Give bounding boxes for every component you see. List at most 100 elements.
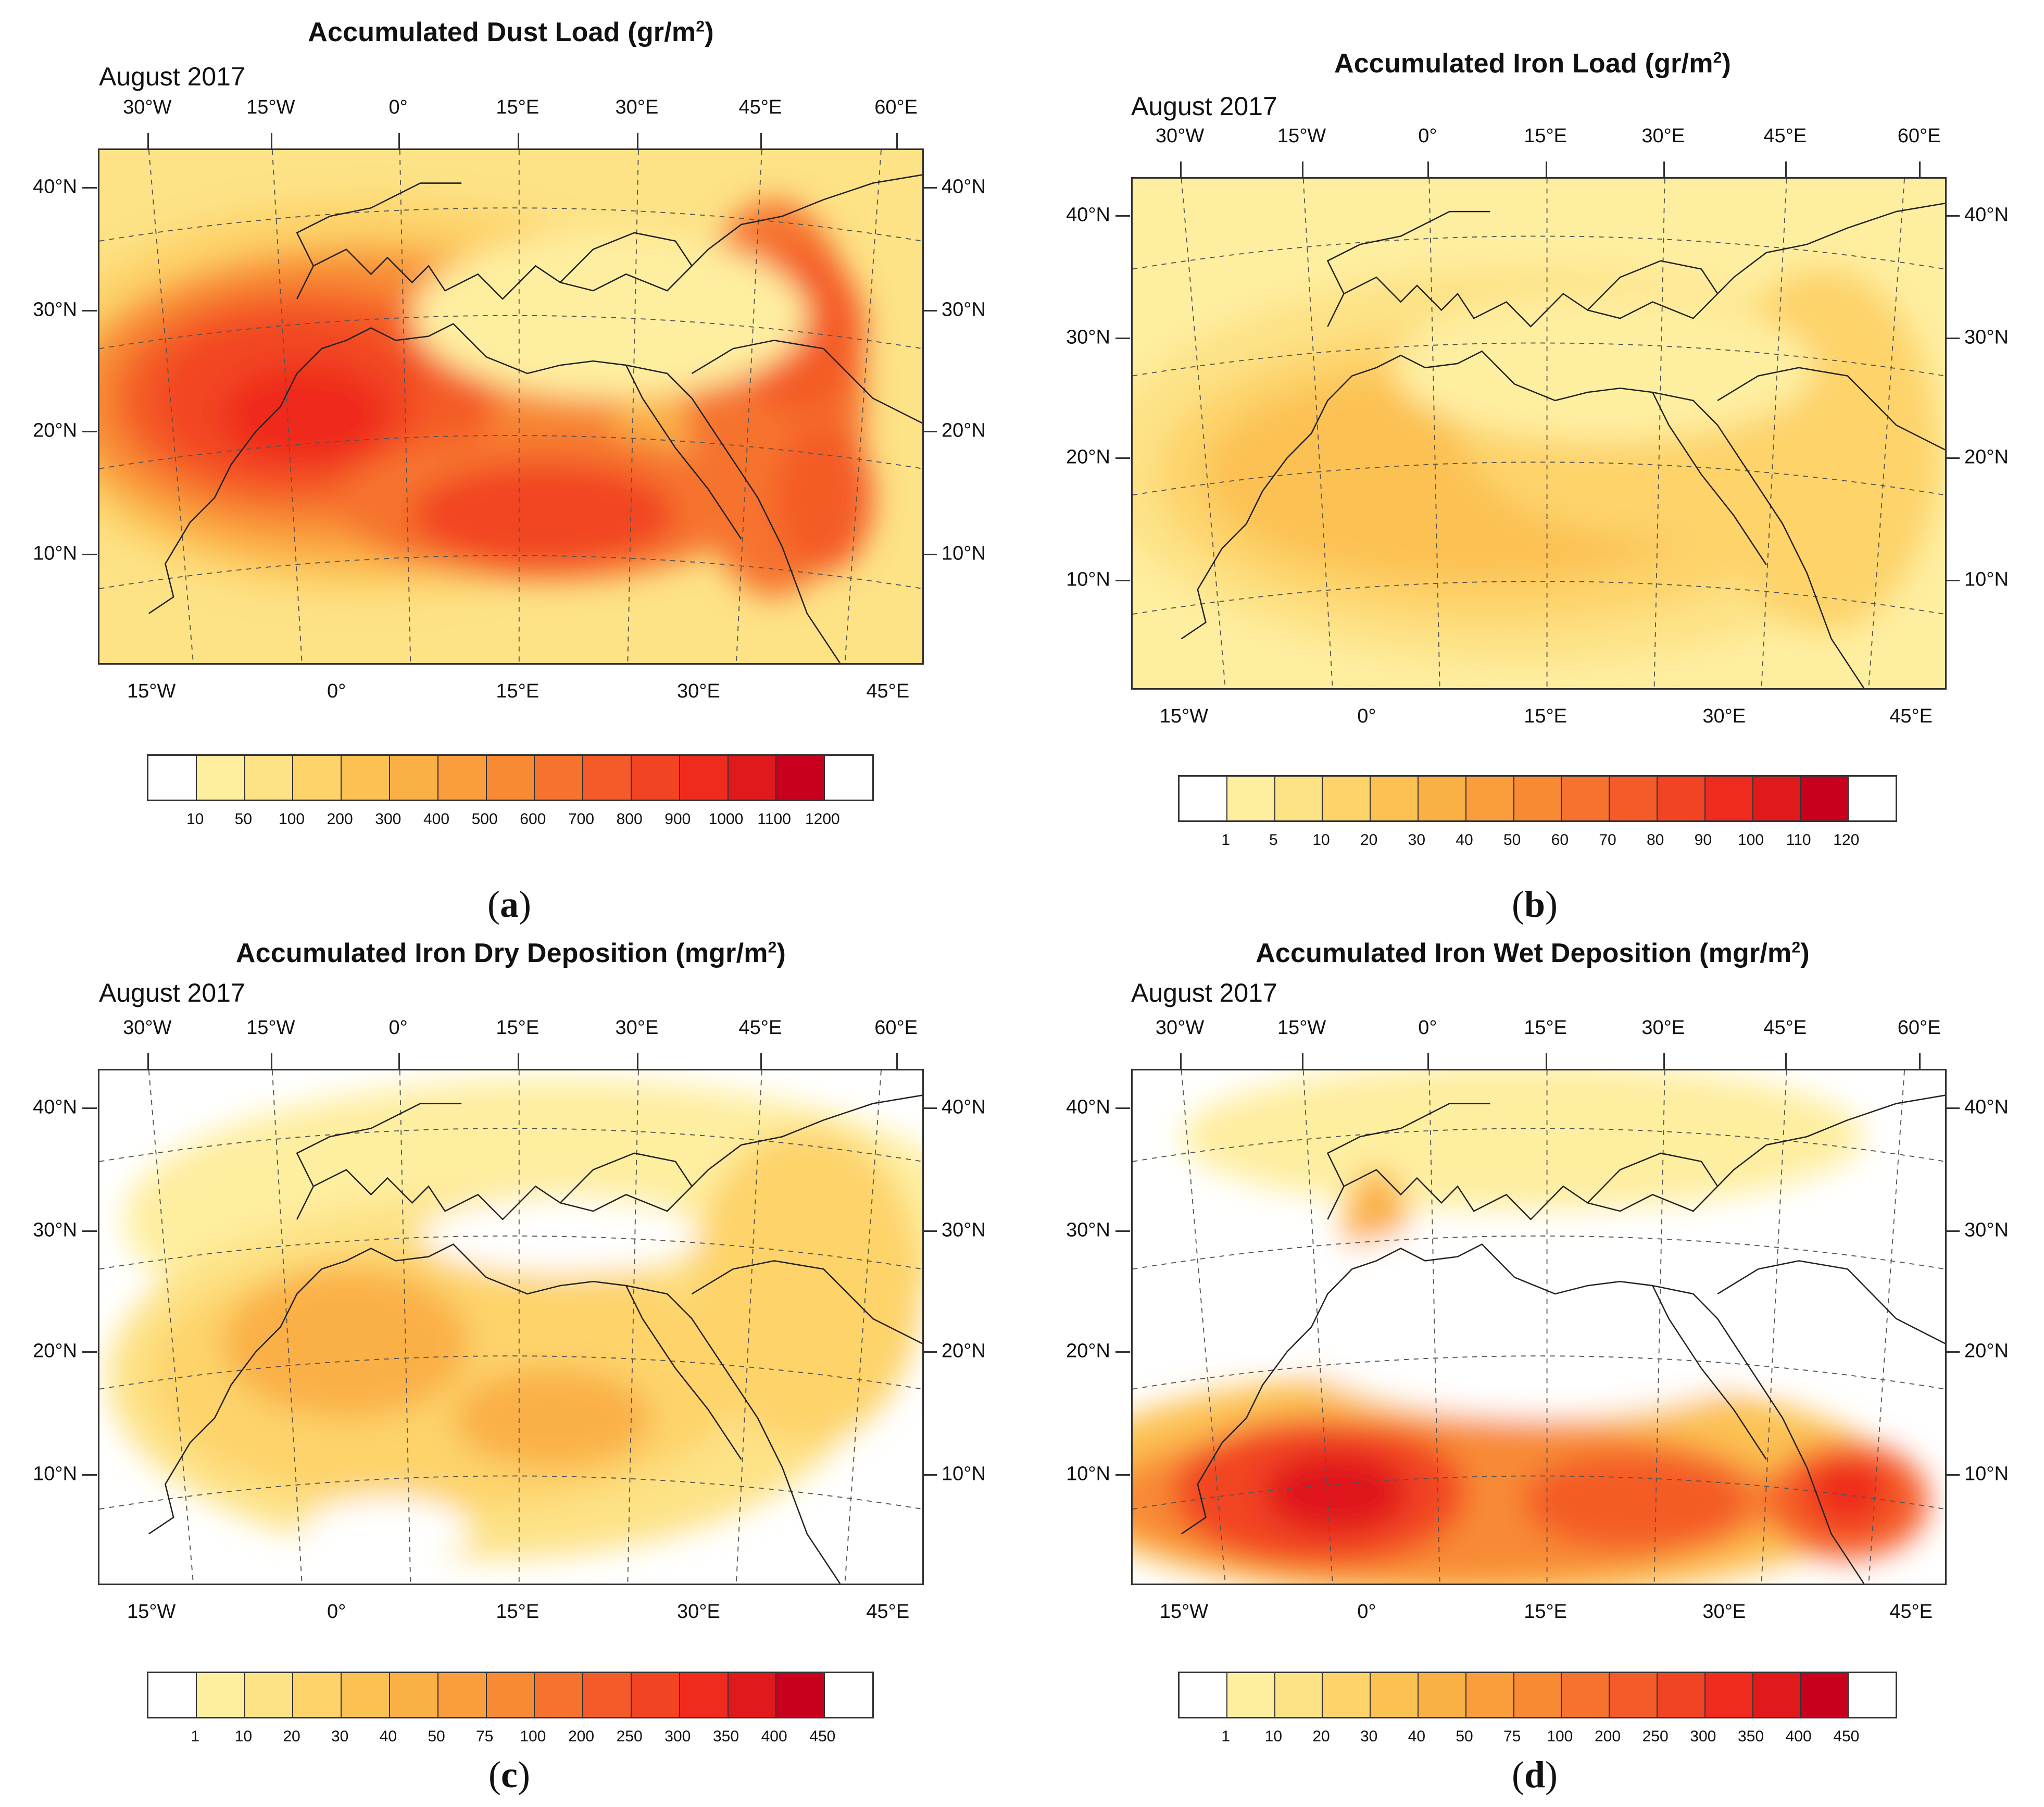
tick-mark [1945, 579, 1960, 581]
left-lat-tick-label: 40°N [1066, 1096, 1110, 1118]
left-lat-tick-label: 10°N [33, 1463, 77, 1485]
top-lon-tick-label: 30°W [123, 96, 172, 118]
tick-mark [147, 1053, 149, 1069]
top-lon-tick-label: 15°E [496, 96, 540, 118]
panel-subtitle: August 2017 [1131, 92, 1277, 121]
left-lat-tick-label: 10°N [1066, 1463, 1110, 1485]
graticule-meridian [1653, 179, 1665, 688]
top-lon-tick-label: 60°E [874, 96, 918, 118]
bottom-lon-tick-label: 30°E [676, 1601, 720, 1623]
tick-mark [147, 133, 149, 148]
colorbar-swatch [438, 756, 487, 800]
coastline [296, 1103, 462, 1187]
right-lat-tick-label: 20°N [1964, 446, 2009, 468]
colorbar-swatch [1180, 1673, 1227, 1717]
map-frame [98, 148, 924, 665]
field-contour [1807, 1459, 1888, 1526]
colorbar-swatch [196, 756, 245, 800]
tick-mark [270, 1053, 272, 1069]
tick-mark [517, 1053, 519, 1069]
bottom-lon-tick-label: 45°E [866, 680, 910, 702]
graticule-meridian [1761, 179, 1787, 688]
panel-label: (a) [487, 883, 531, 925]
colorbar-level-label: 1 [1221, 831, 1230, 849]
graticule-parallel [99, 207, 922, 242]
tick-mark [82, 1107, 97, 1109]
top-lon-tick-label: 15°W [1277, 125, 1326, 147]
tick-mark [82, 310, 97, 312]
right-lat-tick-label: 20°N [1964, 1340, 2009, 1362]
coastline [148, 1243, 841, 1584]
coastline [296, 1094, 922, 1220]
colorbar-swatch [1275, 1673, 1323, 1717]
colorbar-swatch [776, 756, 825, 800]
graticule-meridian [844, 150, 882, 663]
field-contour [305, 1497, 470, 1563]
right-lat-tick-label: 30°N [942, 298, 986, 321]
colorbar-level-label: 20 [1312, 1728, 1330, 1745]
graticule-meridian [399, 1070, 411, 1584]
top-lon-tick-label: 15°E [1524, 125, 1567, 147]
panel-label: (c) [488, 1754, 530, 1796]
tick-mark [517, 133, 519, 148]
tick-mark [1663, 1053, 1665, 1069]
field-contour [1271, 1219, 1807, 1418]
tick-mark [1919, 161, 1921, 177]
left-lat-tick-label: 40°N [33, 176, 77, 198]
coastline [1587, 260, 1719, 311]
graticule-meridian [148, 1070, 194, 1584]
colorbar-level-label: 40 [1456, 831, 1473, 849]
bottom-lon-tick-label: 45°E [1889, 705, 1933, 727]
colorbar-level-label: 300 [375, 811, 402, 828]
tick-mark [636, 133, 638, 148]
left-lat-tick-label: 20°N [33, 1340, 77, 1362]
colorbar-swatch [1801, 1673, 1849, 1717]
top-lon-tick-label: 15°W [1277, 1017, 1326, 1039]
map-frame [1131, 1069, 1947, 1585]
colorbar-level-label: 1200 [805, 811, 840, 828]
graticule-parallel [99, 1235, 922, 1270]
coastline [148, 323, 841, 663]
right-lat-tick-label: 30°N [1964, 326, 2009, 348]
colorbar-level-label: 110 [1786, 831, 1811, 849]
graticule-parallel [1133, 1128, 1945, 1162]
coastline [691, 340, 922, 424]
tick-mark [1945, 1474, 1960, 1476]
panel-title: Accumulated Iron Wet Deposition (mgr/m2) [1256, 938, 1810, 968]
colorbar-swatch [535, 756, 584, 800]
colorbar-swatch [148, 1673, 197, 1717]
graticule-parallel [1133, 1355, 1945, 1390]
colorbar-level-label: 40 [1408, 1728, 1426, 1745]
colorbar-swatch [1657, 1673, 1706, 1717]
colorbar-swatch [486, 1673, 535, 1717]
panel-label: (d) [1511, 1754, 1558, 1796]
colorbar-level-label: 600 [520, 811, 546, 828]
colorbar-level-label: 1000 [708, 811, 744, 828]
field-contour [453, 1368, 651, 1468]
colorbar-swatch [1657, 777, 1706, 820]
field-contour [692, 1128, 922, 1443]
right-lat-tick-label: 10°N [1964, 1463, 2009, 1485]
graticule-meridian [1653, 1070, 1665, 1584]
field-contour [774, 423, 873, 572]
graticule-parallel [1133, 1235, 1945, 1270]
tick-mark [1545, 161, 1547, 177]
colorbar-level-label: 400 [423, 811, 450, 828]
graticule-meridian [1302, 179, 1333, 688]
graticule-parallel [99, 1128, 922, 1162]
right-lat-tick-label: 40°N [1964, 204, 2009, 226]
bottom-lon-tick-label: 0° [1357, 1601, 1376, 1623]
right-lat-tick-label: 10°N [942, 542, 986, 565]
field-contour [1522, 1451, 1750, 1551]
colorbar-level-label: 5 [1269, 831, 1278, 849]
tick-mark [1427, 1053, 1429, 1069]
tick-mark [922, 1474, 937, 1476]
colorbar-swatch [245, 756, 294, 800]
top-lon-tick-label: 15°W [246, 96, 295, 118]
coastline [296, 174, 922, 300]
graticule-meridian [1181, 179, 1226, 688]
graticule-meridian [627, 150, 639, 663]
colorbar-swatch [1801, 777, 1849, 820]
graticule-parallel [1133, 235, 1945, 270]
tick-mark [1301, 161, 1303, 177]
